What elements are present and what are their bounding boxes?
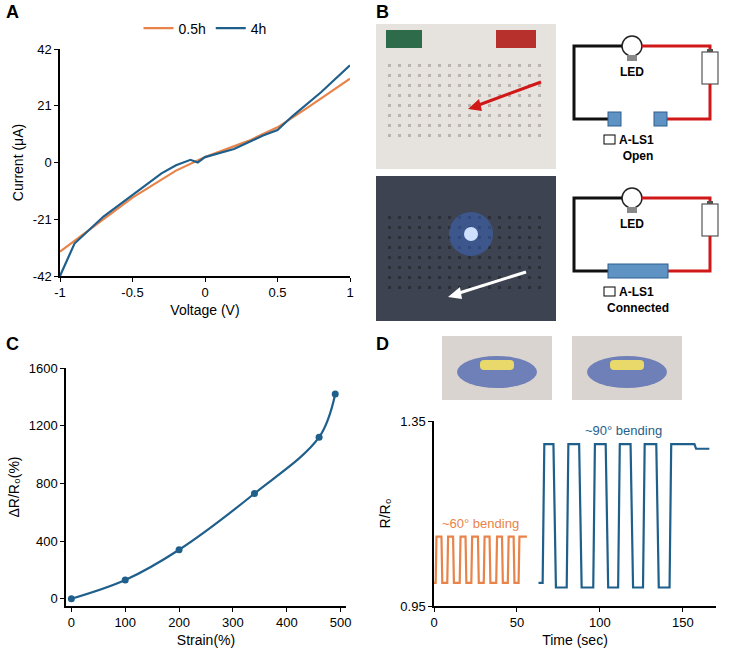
svg-text:LED: LED xyxy=(620,217,644,231)
svg-text:21: 21 xyxy=(37,98,51,113)
svg-text:50: 50 xyxy=(510,615,524,630)
svg-text:0.95: 0.95 xyxy=(400,599,425,614)
svg-text:0.5: 0.5 xyxy=(268,285,286,300)
html-text:A: A xyxy=(6,2,19,22)
svg-text:0.5h: 0.5h xyxy=(179,21,206,37)
svg-text:-42: -42 xyxy=(33,269,52,284)
svg-text:Time (sec): Time (sec) xyxy=(542,632,608,648)
svg-text:1200: 1200 xyxy=(29,418,58,433)
svg-text:800: 800 xyxy=(36,476,58,491)
svg-text:-0.5: -0.5 xyxy=(121,285,143,300)
svg-text:A-LS1: A-LS1 xyxy=(619,133,654,147)
svg-text:R/R₀: R/R₀ xyxy=(377,498,393,528)
svg-text:~60° bending: ~60° bending xyxy=(442,516,519,531)
svg-text:Voltage (V): Voltage (V) xyxy=(170,302,239,318)
svg-text:Current (μA): Current (μA) xyxy=(10,124,26,201)
html-text:D: D xyxy=(376,334,389,354)
svg-text:ΔR/R₀(%): ΔR/R₀(%) xyxy=(6,456,22,517)
svg-text:1600: 1600 xyxy=(29,361,58,376)
svg-text:1.35: 1.35 xyxy=(400,414,425,429)
html-text:B: B xyxy=(376,2,389,22)
svg-text:1: 1 xyxy=(346,285,353,300)
svg-text:Connected: Connected xyxy=(607,301,669,315)
svg-text:200: 200 xyxy=(168,615,190,630)
svg-text:0: 0 xyxy=(430,615,437,630)
svg-text:400: 400 xyxy=(36,534,58,549)
svg-text:4h: 4h xyxy=(251,21,267,37)
svg-text:100: 100 xyxy=(589,615,611,630)
svg-text:500: 500 xyxy=(330,615,352,630)
html-text:C: C xyxy=(6,334,19,354)
svg-text:-21: -21 xyxy=(33,212,52,227)
svg-text:100: 100 xyxy=(114,615,136,630)
svg-text:A-LS1: A-LS1 xyxy=(619,285,654,299)
svg-text:~90° bending: ~90° bending xyxy=(585,423,662,438)
svg-text:LED: LED xyxy=(620,65,644,79)
svg-text:400: 400 xyxy=(276,615,298,630)
svg-text:0: 0 xyxy=(68,615,75,630)
svg-text:0: 0 xyxy=(50,591,57,606)
svg-text:0: 0 xyxy=(44,155,51,170)
svg-text:42: 42 xyxy=(37,42,51,57)
svg-text:0: 0 xyxy=(201,285,208,300)
svg-text:Strain(%): Strain(%) xyxy=(177,632,235,648)
svg-text:-1: -1 xyxy=(54,285,66,300)
svg-text:300: 300 xyxy=(222,615,244,630)
svg-text:150: 150 xyxy=(672,615,694,630)
svg-text:Open: Open xyxy=(623,149,654,163)
